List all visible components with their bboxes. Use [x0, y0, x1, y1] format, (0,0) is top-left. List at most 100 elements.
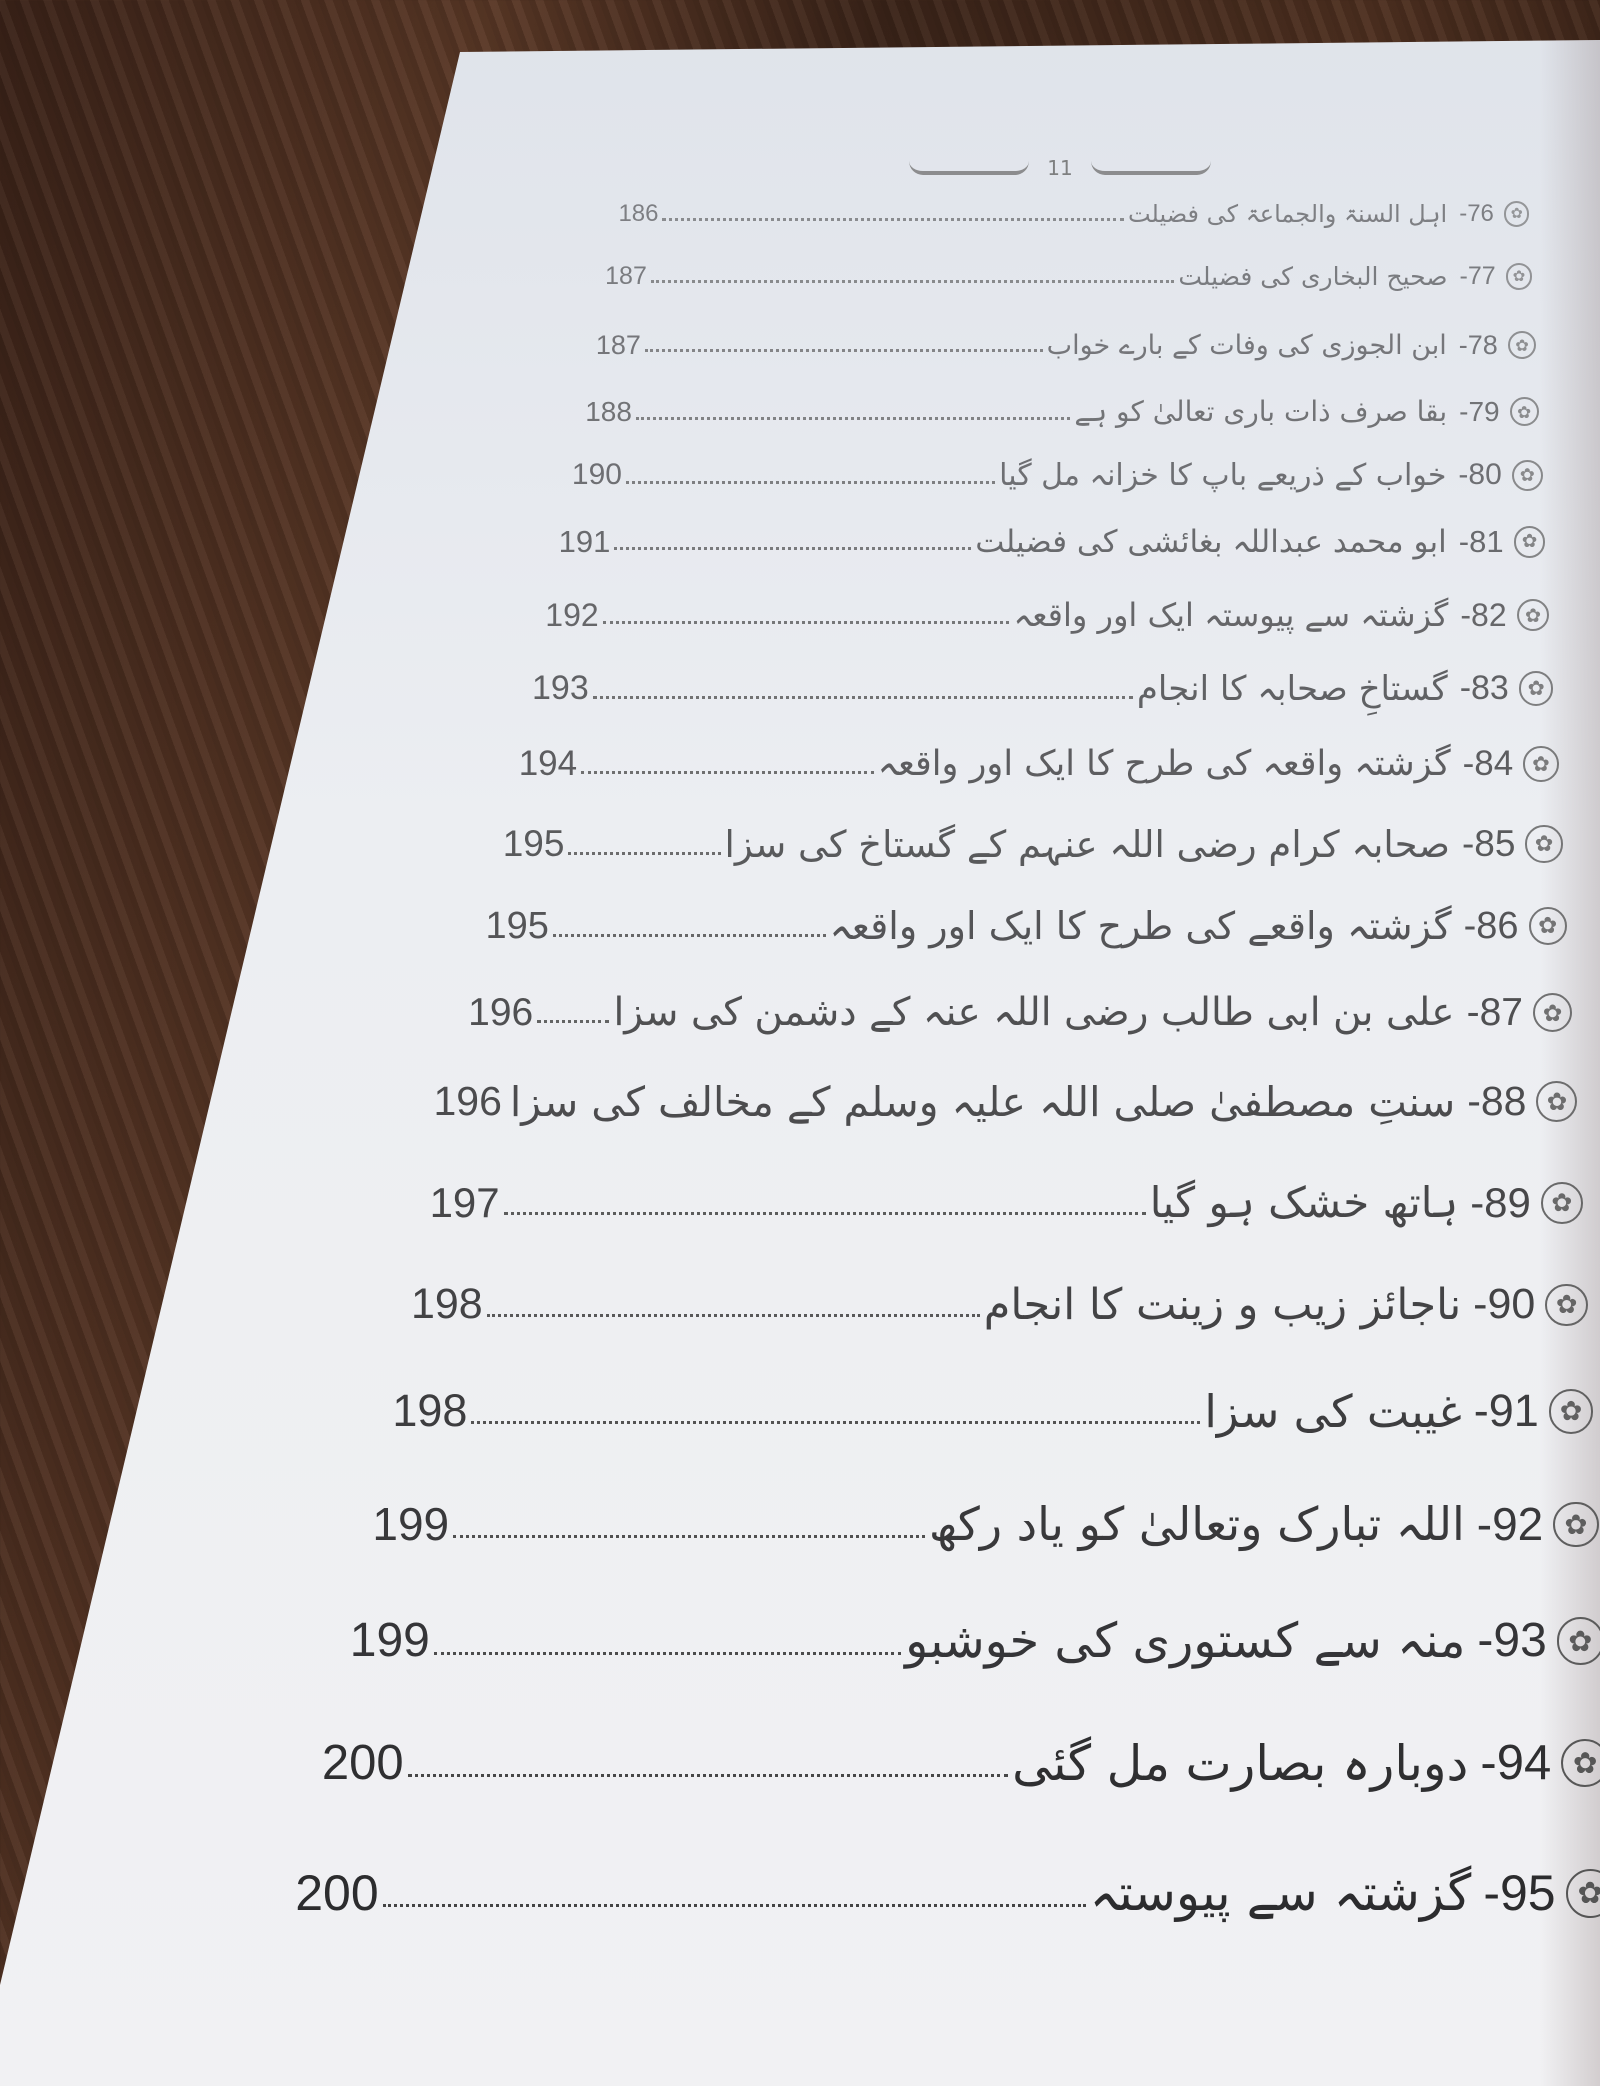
- entry-title: صحیح البخاری کی فضیلت: [1178, 261, 1448, 291]
- flower-icon: ✿: [1509, 397, 1539, 427]
- flower-icon: ✿: [1523, 746, 1559, 782]
- toc-entry: ✿ -82 گزشتہ سے پیوستہ ایک اور واقعہ 192: [545, 596, 1550, 634]
- dot-leader: [644, 349, 1043, 353]
- toc-entry: ✿ -95 گزشتہ سے پیوستہ 200: [295, 1864, 1600, 1922]
- dot-leader: [433, 1651, 902, 1655]
- header-text: 11: [1047, 156, 1073, 180]
- entry-number: -84: [1462, 744, 1514, 784]
- entry-number: -92: [1476, 1498, 1544, 1551]
- entry-title: گزشتہ واقعے کی طرح کا ایک اور واقعہ: [829, 904, 1452, 949]
- entry-title: گزشتہ واقعہ کی طرح کا ایک اور واقعہ: [877, 744, 1451, 785]
- entry-title: ہاتھ خشک ہو گیا: [1149, 1178, 1459, 1228]
- dot-leader: [382, 1904, 1086, 1908]
- entry-page-number: 199: [372, 1498, 450, 1551]
- flower-icon: ✿: [1516, 598, 1550, 632]
- flower-icon: ✿: [1536, 1081, 1578, 1123]
- dot-leader: [635, 416, 1071, 420]
- entry-number: -78: [1458, 329, 1498, 360]
- dot-leader: [407, 1773, 1009, 1777]
- toc-entry: ✿ -81 ابو محمد عبداللہ بغائشی کی فضیلت 191: [559, 524, 1546, 560]
- flower-icon: ✿: [1545, 1283, 1589, 1327]
- entry-page-number: 195: [485, 904, 549, 947]
- entry-title: اہل السنۃ والجماعۃ کی فضیلت: [1127, 199, 1448, 228]
- entry-title: غیبت کی سزا: [1204, 1384, 1462, 1438]
- dot-leader: [503, 1211, 1146, 1215]
- entry-title: صحابہ کرام رضی اللہ عنہم کے گستاخ کی سزا: [724, 822, 1450, 866]
- entry-title: خواب کے ذریعے باپ کا خزانہ مل گیا: [999, 457, 1447, 493]
- dot-leader: [537, 1020, 610, 1024]
- entry-number: -82: [1460, 596, 1507, 633]
- toc-entry: ✿ -79 بقا صرف ذات باری تعالیٰ کو ہے 188: [585, 395, 1539, 428]
- toc-entry: ✿ -77 صحیح البخاری کی فضیلت 187: [605, 261, 1533, 291]
- dot-leader: [592, 695, 1133, 699]
- entry-number: -89: [1470, 1178, 1531, 1226]
- flower-icon: ✿: [1532, 993, 1573, 1033]
- flower-icon: ✿: [1503, 201, 1530, 227]
- flower-icon: ✿: [1511, 459, 1543, 491]
- flower-icon: ✿: [1548, 1389, 1594, 1434]
- ornament-left: [909, 161, 1030, 175]
- entry-page-number: 198: [410, 1280, 483, 1329]
- entry-page-number: 192: [545, 596, 599, 633]
- dot-leader: [552, 934, 826, 937]
- toc-entry: ✿ -76 اہل السنۃ والجماعۃ کی فضیلت 186: [618, 199, 1530, 228]
- entry-page-number: 198: [392, 1385, 468, 1437]
- entry-number: -91: [1473, 1385, 1539, 1437]
- entry-number: -87: [1466, 990, 1523, 1034]
- dot-leader: [650, 280, 1175, 284]
- toc-entry: ✿ -87 علی بن ابی طالب رضی اللہ عنہ کے دشمن…: [468, 990, 1573, 1036]
- entry-title: علی بن ابی طالب رضی اللہ عنہ کے دشمن کی …: [613, 990, 1455, 1036]
- entry-number: -79: [1459, 395, 1500, 427]
- entry-page-number: 188: [585, 395, 632, 427]
- entry-page-number: 194: [518, 744, 578, 784]
- dot-leader: [486, 1314, 980, 1318]
- flower-icon: ✿: [1528, 907, 1567, 946]
- entry-title: ناجائز زیب و زینت کا انجام: [983, 1279, 1462, 1330]
- entry-number: -93: [1477, 1614, 1547, 1668]
- entry-number: -80: [1458, 458, 1502, 492]
- dot-leader: [602, 621, 1010, 625]
- entry-number: -86: [1463, 904, 1519, 947]
- entry-number: -85: [1461, 823, 1516, 865]
- entry-page-number: 195: [502, 823, 565, 865]
- ornament-right: [1090, 161, 1211, 175]
- flower-icon: ✿: [1505, 263, 1533, 290]
- entry-title: ابن الجوزی کی وفات کے بارے خواب: [1046, 329, 1447, 361]
- entry-number: -95: [1483, 1865, 1556, 1922]
- entry-page-number: 193: [532, 668, 589, 707]
- entry-page-number: 199: [349, 1614, 430, 1668]
- toc-entry: ✿ -86 گزشتہ واقعے کی طرح کا ایک اور واقعہ 1…: [485, 904, 1567, 949]
- entry-title: گزشتہ سے پیوستہ: [1089, 1864, 1472, 1923]
- entry-page-number: 190: [571, 458, 622, 492]
- entry-number: -81: [1458, 523, 1504, 559]
- entry-page-number: 196: [433, 1078, 502, 1125]
- flower-icon: ✿: [1556, 1617, 1600, 1665]
- entry-number: -77: [1459, 261, 1496, 290]
- entry-page-number: 187: [595, 329, 641, 360]
- entry-page-number: 196: [468, 990, 534, 1034]
- dot-leader: [662, 217, 1124, 221]
- toc-entry: ✿ -89 ہاتھ خشک ہو گیا 197: [430, 1178, 1583, 1227]
- entry-number: -76: [1459, 199, 1494, 227]
- toc-entry: ✿ -80 خواب کے ذریعے باپ کا خزانہ مل گیا 190: [572, 458, 1543, 493]
- entry-number: -88: [1467, 1078, 1527, 1125]
- toc-entry: ✿ -90 ناجائز زیب و زینت کا انجام 198: [410, 1279, 1589, 1330]
- entry-page-number: 197: [429, 1178, 500, 1226]
- toc-entry: ✿ -93 منہ سے کستوری کی خوشبو 199: [350, 1613, 1600, 1669]
- entry-number: -94: [1480, 1736, 1552, 1791]
- flower-icon: ✿: [1507, 330, 1537, 360]
- entry-title: منہ سے کستوری کی خوشبو: [905, 1612, 1466, 1669]
- entry-number: -90: [1473, 1280, 1536, 1329]
- entry-page-number: 186: [618, 199, 659, 227]
- entry-page-number: 191: [558, 523, 611, 559]
- entry-page-number: 187: [605, 261, 647, 290]
- page-header-ornament: 11: [880, 148, 1240, 188]
- toc-entry: ✿ -78 ابن الجوزی کی وفات کے بارے خواب 187: [595, 329, 1537, 361]
- dot-leader: [614, 547, 972, 551]
- toc-entry: ✿ -83 گستاخِ صحابہ کا انجام 193: [532, 668, 1554, 709]
- dot-leader: [625, 480, 996, 484]
- entry-title: سنتِ مصطفیٰ صلی اللہ علیہ وسلم کے مخالف …: [509, 1077, 1456, 1126]
- toc-entry: ✿ -94 دوبارہ بصارت مل گئی 200: [322, 1735, 1600, 1792]
- toc-entry: ✿ -92 اللہ تبارک وتعالیٰ کو یاد رکھ 199: [372, 1497, 1599, 1552]
- entry-title: اللہ تبارک وتعالیٰ کو یاد رکھ: [928, 1497, 1465, 1552]
